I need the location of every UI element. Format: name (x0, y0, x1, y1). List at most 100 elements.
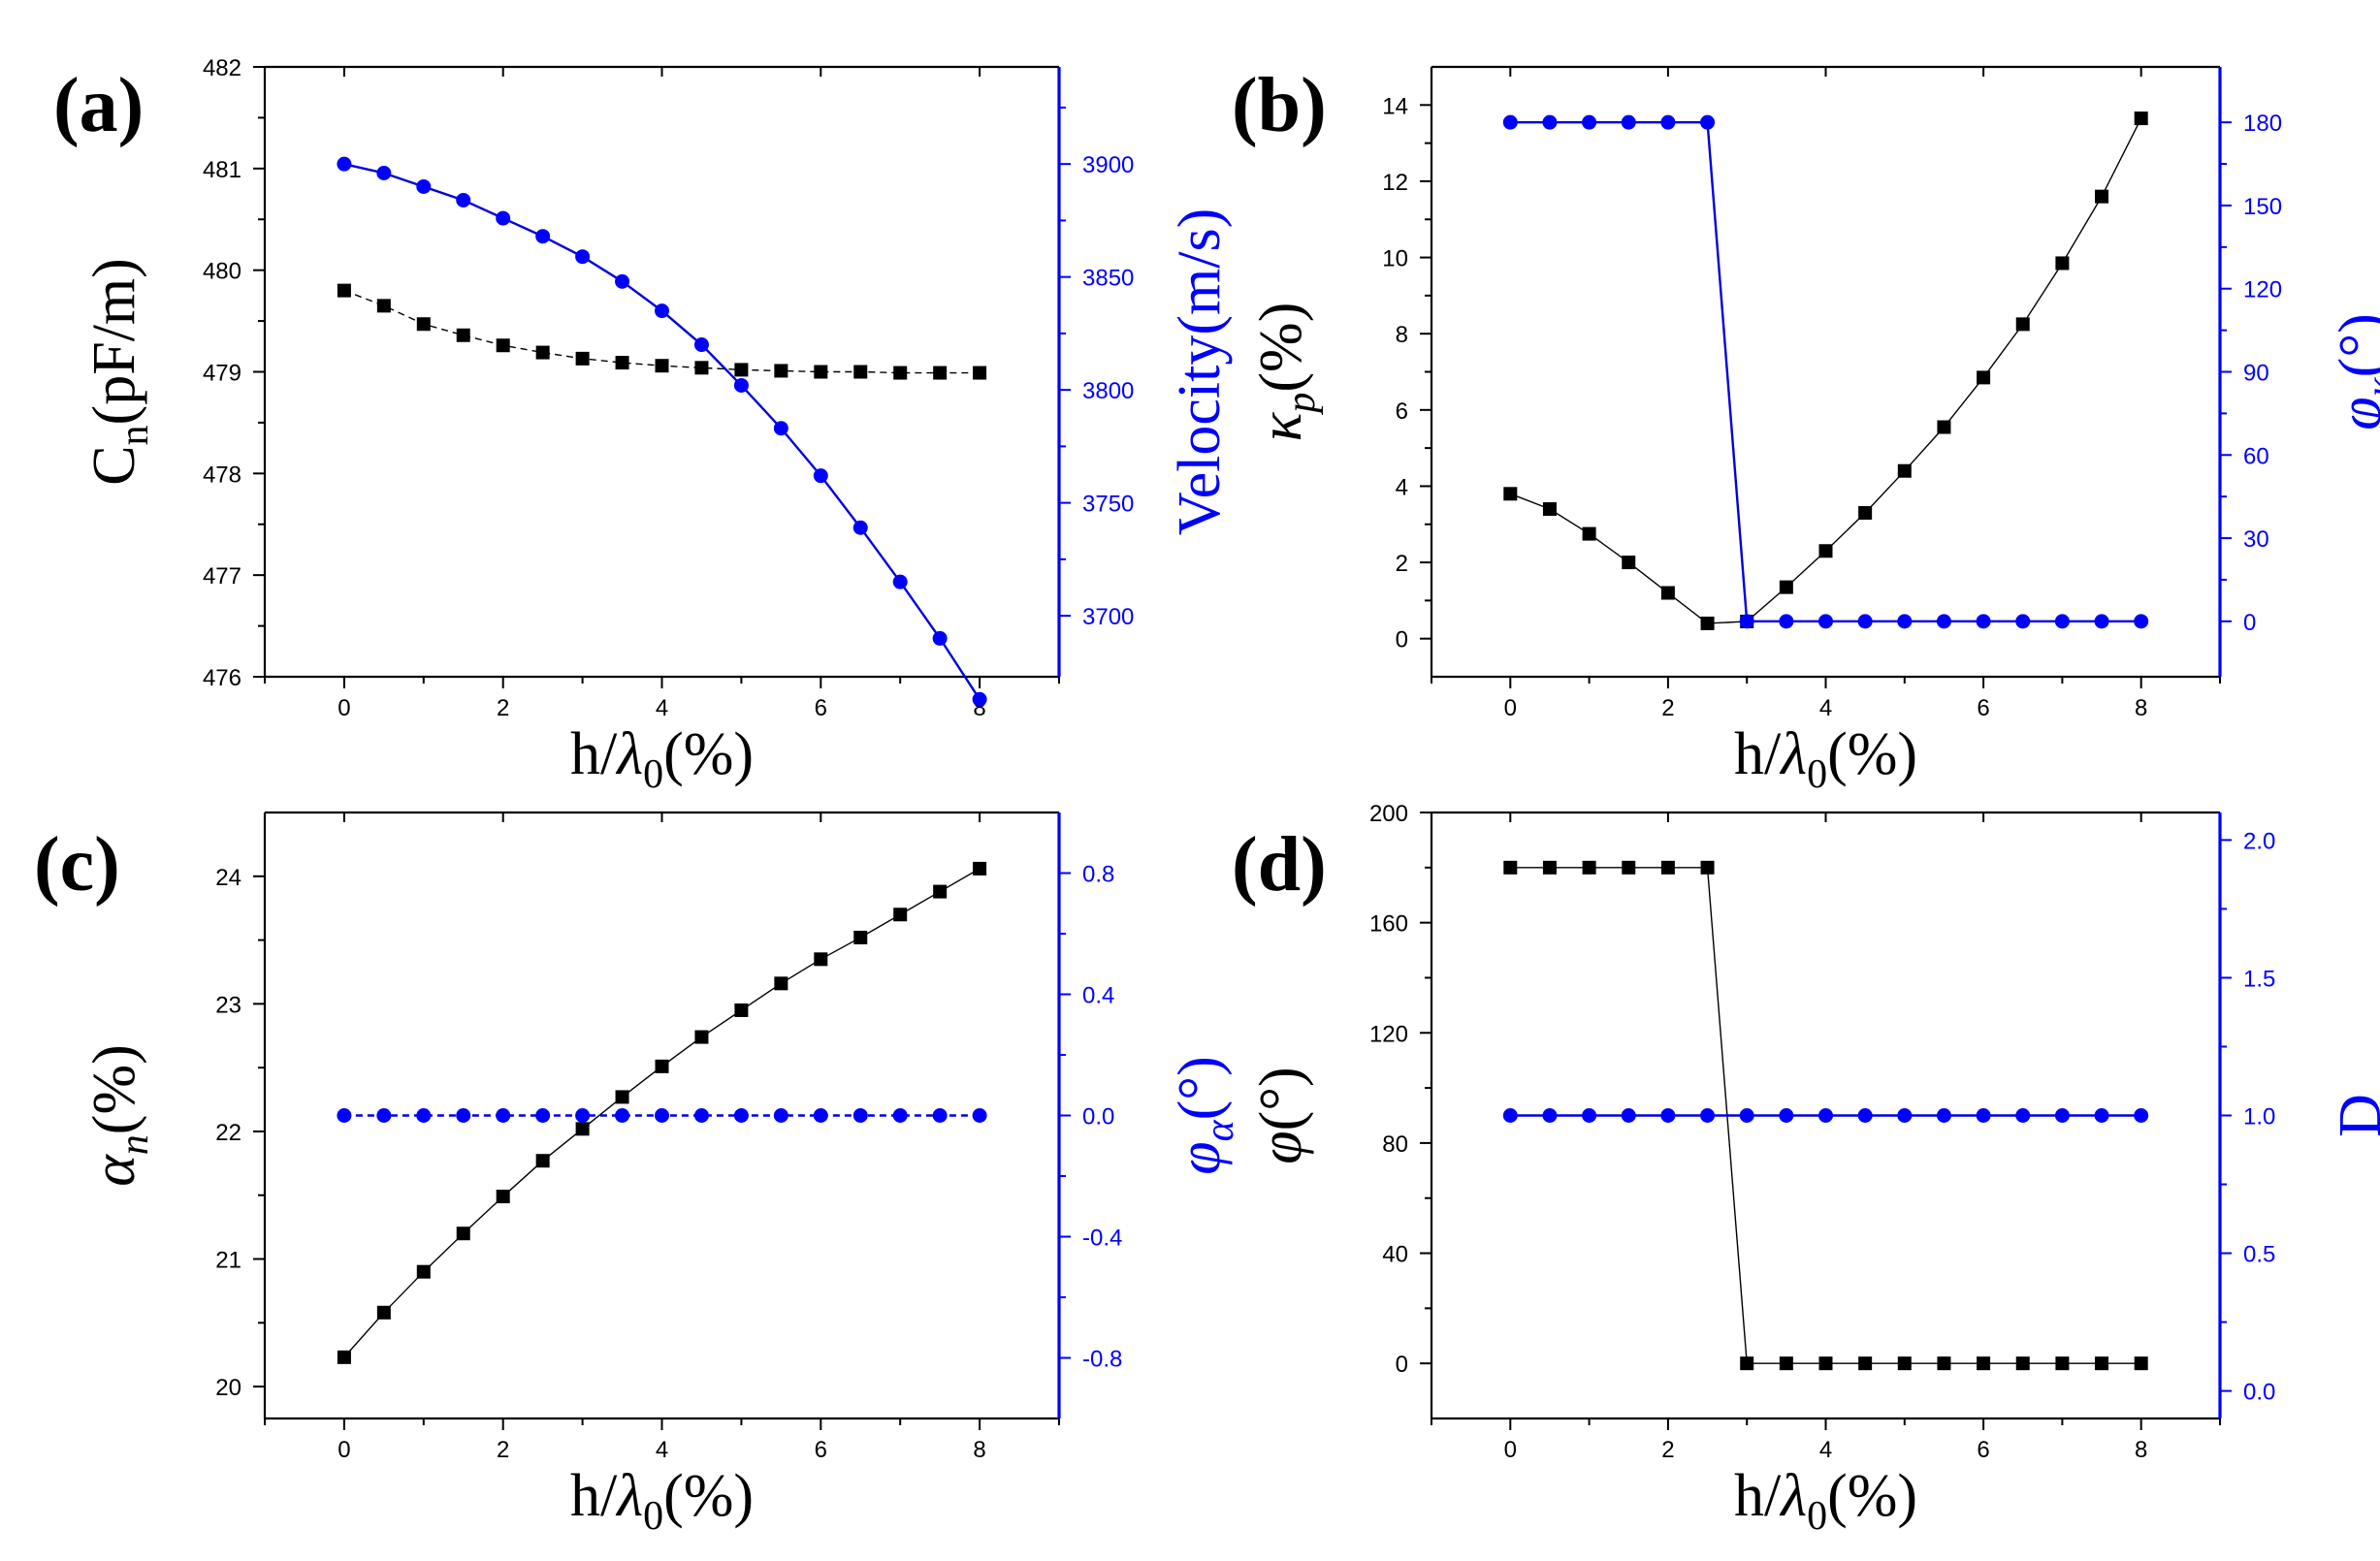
right-tick-label: 90 (2243, 361, 2269, 387)
data-point-square (1700, 616, 1715, 630)
right-tick-label: 3800 (1082, 378, 1134, 404)
right-tick-label: 0.5 (2243, 1242, 2275, 1268)
data-point-square (416, 1264, 431, 1279)
data-point-square (814, 952, 828, 967)
data-point-circle (1857, 1108, 1873, 1123)
right-axis-title: φα(°) (1167, 1056, 1242, 1174)
left-tick-label: 14 (1382, 93, 1408, 119)
x-tick-label: 8 (973, 1437, 985, 1463)
left-axis-title: Cn(pF/m) (81, 258, 157, 486)
data-point-circle (615, 273, 630, 289)
data-point-circle (615, 1108, 630, 1123)
data-point-square (456, 1226, 470, 1241)
data-point-circle (1779, 1108, 1794, 1123)
data-point-circle (655, 303, 669, 319)
data-point-square (2134, 112, 2148, 126)
left-tick-label: 477 (203, 563, 241, 589)
data-point-circle (2054, 614, 2070, 629)
x-tick-label: 6 (1977, 695, 1989, 721)
data-point-square (694, 1030, 709, 1044)
x-tick-label: 6 (815, 1437, 827, 1463)
data-point-square (376, 299, 391, 313)
left-tick-label: 2 (1396, 551, 1408, 577)
left-tick-label: 10 (1382, 246, 1408, 272)
data-point-circle (693, 1108, 709, 1123)
data-point-circle (852, 1108, 868, 1123)
data-point-circle (416, 1108, 432, 1123)
data-point-circle (1502, 114, 1518, 130)
right-tick-label: -0.4 (1082, 1226, 1122, 1252)
right-tick-label: -0.8 (1082, 1347, 1122, 1373)
left-tick-label: 0 (1396, 1352, 1408, 1378)
data-point-square (2055, 256, 2070, 271)
right-tick-label: 30 (2243, 526, 2269, 553)
data-point-circle (496, 210, 511, 226)
data-point-circle (2054, 1108, 2070, 1123)
data-point-circle (1582, 114, 1597, 130)
data-point-square (1582, 526, 1596, 541)
data-point-square (853, 930, 868, 944)
x-axis-title: h/λ0(%) (570, 1463, 754, 1539)
data-point-square (1622, 556, 1636, 570)
data-point-square (2095, 189, 2109, 204)
left-tick-label: 200 (1369, 801, 1408, 827)
data-point-square (933, 884, 948, 899)
right-tick-label: 0.0 (2243, 1380, 2275, 1406)
data-point-circle (1700, 114, 1716, 130)
data-point-square (615, 356, 629, 370)
data-point-circle (1660, 114, 1676, 130)
x-tick-label: 8 (2135, 1437, 2147, 1463)
x-tick-label: 4 (1819, 1437, 1832, 1463)
right-tick-label: 120 (2243, 277, 2282, 303)
data-point-circle (496, 1108, 511, 1123)
data-point-circle (2094, 1108, 2109, 1123)
panel-label: (c) (34, 822, 120, 908)
left-tick-label: 8 (1396, 322, 1408, 348)
data-point-circle (2015, 1108, 2031, 1123)
left-tick-label: 481 (203, 157, 241, 183)
data-point-square (2134, 1356, 2148, 1371)
left-tick-label: 20 (215, 1375, 241, 1401)
x-tick-label: 4 (1819, 695, 1832, 721)
data-point-square (694, 361, 709, 375)
x-tick-label: 0 (1504, 695, 1517, 721)
left-tick-label: 482 (203, 55, 241, 81)
data-point-circle (1542, 1108, 1558, 1123)
data-point-square (1622, 860, 1636, 875)
data-point-circle (773, 1108, 788, 1123)
chart-panel-a: 0 2 4 6 847647747847948048148237003750380038… (53, 55, 1233, 797)
data-point-circle (1700, 1108, 1716, 1123)
data-point-circle (932, 1108, 948, 1123)
data-point-square (376, 1305, 391, 1320)
right-tick-label: 0.4 (1082, 983, 1114, 1009)
data-point-circle (1976, 614, 1991, 629)
data-point-circle (1739, 614, 1754, 629)
left-axis-title: κp(%) (1248, 303, 1324, 442)
right-axis-title: Velocity(m/s) (1167, 208, 1233, 536)
data-point-square (456, 328, 470, 342)
data-point-circle (733, 1108, 749, 1123)
data-point-square (1542, 502, 1557, 517)
data-point-square (734, 363, 749, 377)
data-point-circle (1897, 1108, 1913, 1123)
data-point-square (1818, 1356, 1833, 1371)
data-point-square (734, 1003, 749, 1017)
data-point-circle (1502, 1108, 1518, 1123)
data-point-circle (1542, 114, 1558, 130)
data-point-square (1779, 580, 1793, 594)
x-tick-label: 4 (656, 1437, 668, 1463)
panel-label: (a) (53, 63, 144, 148)
left-tick-label: 160 (1369, 911, 1408, 938)
data-point-square (1779, 1356, 1793, 1371)
x-tick-label: 0 (338, 1437, 350, 1463)
data-point-circle (1582, 1108, 1597, 1123)
data-point-square (1503, 860, 1518, 875)
left-axis-title: αn(%) (81, 1044, 157, 1187)
right-tick-label: 3750 (1082, 492, 1134, 518)
data-point-square (1582, 860, 1596, 875)
panel-label: (d) (1232, 822, 1327, 908)
data-point-square (615, 1090, 629, 1104)
left-tick-label: 480 (203, 259, 241, 285)
left-tick-label: 476 (203, 665, 241, 691)
left-tick-label: 120 (1369, 1021, 1408, 1047)
